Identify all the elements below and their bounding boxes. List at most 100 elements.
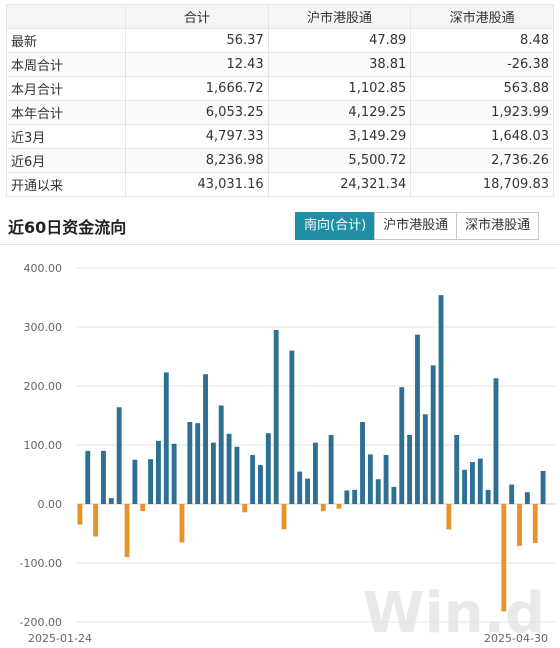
flow-bar[interactable] xyxy=(305,478,311,504)
flow-bar[interactable] xyxy=(218,405,224,504)
flow-bar[interactable] xyxy=(234,446,240,504)
flow-bar[interactable] xyxy=(328,434,334,504)
axis-label-layer: 400.00 300.00 200.00 100.00 0.00 -100.00 -200.… xyxy=(20,262,62,629)
flow-bar[interactable] xyxy=(477,458,483,504)
cell-total: 43,031.16 xyxy=(125,172,269,197)
cell-total: 4,797.33 xyxy=(125,124,269,149)
flow-bar[interactable] xyxy=(462,469,468,504)
y-tick-label: 200.00 xyxy=(24,380,63,393)
flow-bar[interactable] xyxy=(469,462,475,504)
cell-total: 8,236.98 xyxy=(125,148,269,173)
cell-sz: 1,648.03 xyxy=(410,124,554,149)
table-row: 本月合计 1,666.72 1,102.85 563.88 xyxy=(6,76,554,101)
y-tick-label: -100.00 xyxy=(20,557,62,570)
flow-bar[interactable] xyxy=(226,433,232,504)
flow-bar[interactable] xyxy=(454,434,460,504)
tab-southbound-total[interactable]: 南向(合计) xyxy=(295,212,376,240)
flow-bar[interactable] xyxy=(517,504,522,546)
flow-bar[interactable] xyxy=(101,450,106,504)
flow-bar[interactable] xyxy=(85,450,91,504)
flow-bar[interactable] xyxy=(116,407,122,504)
flow-bar[interactable] xyxy=(407,434,413,504)
flow-bar[interactable] xyxy=(446,504,452,530)
flow-bar[interactable] xyxy=(422,414,428,504)
flow-bar[interactable] xyxy=(108,498,114,504)
cell-sz: 563.88 xyxy=(410,76,554,101)
cell-sz: 2,736.26 xyxy=(410,148,554,173)
flow-bar[interactable] xyxy=(77,504,83,525)
x-axis-start-label: 2025-01-24 xyxy=(28,632,92,645)
flow-bar[interactable] xyxy=(203,374,208,504)
flow-bar[interactable] xyxy=(124,504,130,558)
flow-bar[interactable] xyxy=(336,504,342,509)
y-tick-label: 100.00 xyxy=(24,439,63,452)
flow-bar[interactable] xyxy=(281,504,287,530)
flow-bar[interactable] xyxy=(242,504,248,513)
flow-bar[interactable] xyxy=(273,329,279,504)
cell-total: 12.43 xyxy=(125,52,269,77)
flow-bar[interactable] xyxy=(93,504,99,537)
row-label: 近3月 xyxy=(6,124,126,149)
x-axis-end-label: 2025-04-30 xyxy=(484,632,548,645)
row-label: 本周合计 xyxy=(6,52,126,77)
cell-sh: 38.81 xyxy=(267,52,412,77)
flow-bar[interactable] xyxy=(391,486,397,504)
flow-bar[interactable] xyxy=(320,504,326,512)
flow-bar[interactable] xyxy=(250,455,256,504)
flow-bar[interactable] xyxy=(195,423,201,504)
section-title: 近60日资金流向 xyxy=(8,218,127,237)
table-row: 近6月 8,236.98 5,500.72 2,736.26 xyxy=(6,148,554,173)
flow-bar[interactable] xyxy=(258,465,263,504)
flow-bar[interactable] xyxy=(438,295,444,504)
flow-bar[interactable] xyxy=(312,442,318,504)
flow-bar[interactable] xyxy=(493,378,499,504)
flow-bar[interactable] xyxy=(501,504,507,612)
table-row: 开通以来 43,031.16 24,321.34 18,709.83 xyxy=(6,172,554,197)
flow-bar[interactable] xyxy=(187,421,193,504)
flow-bar[interactable] xyxy=(210,442,216,504)
flow-bar[interactable] xyxy=(509,484,515,504)
tab-shenzhen-connect[interactable]: 深市港股通 xyxy=(456,212,540,240)
y-tick-label: 300.00 xyxy=(24,321,63,334)
flow-bar[interactable] xyxy=(171,443,177,504)
flow-bar[interactable] xyxy=(415,334,420,504)
table-row: 近3月 4,797.33 3,149.29 1,648.03 xyxy=(6,124,554,149)
section-divider xyxy=(0,244,560,245)
flow-bar[interactable] xyxy=(344,490,350,504)
flow-bar[interactable] xyxy=(540,470,546,504)
flow-tabs: 南向(合计) 沪市港股通 深市港股通 xyxy=(295,212,540,240)
table-row: 本年合计 6,053.25 4,129.25 1,923.99 xyxy=(6,100,554,125)
flow-bar[interactable] xyxy=(132,459,138,504)
y-tick-label: 0.00 xyxy=(38,498,63,511)
flow-bar[interactable] xyxy=(399,387,405,504)
header-empty xyxy=(6,4,126,29)
flow-bar[interactable] xyxy=(297,471,303,504)
flow-bar[interactable] xyxy=(430,365,436,504)
flow-bar[interactable] xyxy=(148,459,154,504)
flow-bar[interactable] xyxy=(485,489,491,504)
flow-bar[interactable] xyxy=(352,489,358,504)
row-label: 最新 xyxy=(6,28,126,53)
flow-bar[interactable] xyxy=(140,504,146,512)
tab-shanghai-connect[interactable]: 沪市港股通 xyxy=(374,212,458,240)
header-shanghai-connect: 沪市港股通 xyxy=(267,4,412,29)
cell-sh: 24,321.34 xyxy=(267,172,412,197)
header-total: 合计 xyxy=(125,4,269,29)
flow-bar[interactable] xyxy=(289,350,295,504)
flow-bar[interactable] xyxy=(375,479,381,504)
flow-bar[interactable] xyxy=(155,440,161,504)
flow-bar[interactable] xyxy=(524,492,530,504)
flow-bar[interactable] xyxy=(532,504,538,543)
cell-sh: 3,149.29 xyxy=(267,124,412,149)
flow-bar[interactable] xyxy=(265,433,271,504)
flow-bar[interactable] xyxy=(360,421,365,504)
table-row: 本周合计 12.43 38.81 -26.38 xyxy=(6,52,554,77)
cell-sz: -26.38 xyxy=(410,52,554,77)
flow-bar[interactable] xyxy=(163,372,169,504)
flow-bar[interactable] xyxy=(179,504,185,543)
y-tick-label: 400.00 xyxy=(24,262,63,275)
flow-bar[interactable] xyxy=(383,455,389,504)
header-shenzhen-connect: 深市港股通 xyxy=(410,4,554,29)
cell-total: 6,053.25 xyxy=(125,100,269,125)
flow-bar[interactable] xyxy=(367,454,373,504)
